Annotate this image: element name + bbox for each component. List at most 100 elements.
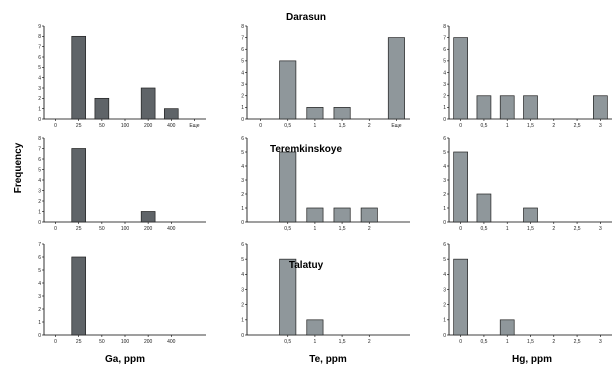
y-tick-label: 4 <box>443 164 446 170</box>
axes-talatuy-hg <box>448 244 612 336</box>
bar-talatuy-te-1 <box>306 319 324 336</box>
y-tick-label: 8 <box>241 24 244 30</box>
x-tick-label: 0 <box>259 123 262 129</box>
bar-teremkinskoye-ga-1 <box>71 148 87 223</box>
x-tick-label: 2 <box>552 339 555 345</box>
bar-teremkinskoye-te-3 <box>360 207 378 223</box>
y-tick-label: 8 <box>38 34 41 40</box>
deposit-label-talatuy: Talatuy <box>289 260 324 271</box>
x-tick-label: 3 <box>599 226 602 232</box>
y-tick-label: 5 <box>443 257 446 263</box>
x-tick-label: 0,5 <box>480 339 487 345</box>
bar-teremkinskoye-te-2 <box>333 207 351 223</box>
panel-teremkinskoye-hg: 0 1 2 3 4 5 6 0 0,5 1 1,5 2 2,5 3 <box>443 136 612 232</box>
bar-darasun-ga-2 <box>94 97 110 120</box>
bar-teremkinskoye-hg-1 <box>476 193 492 223</box>
y-tick-label: 5 <box>241 59 244 65</box>
axes-darasun-te <box>246 26 410 120</box>
bar-teremkinskoye-hg-3 <box>523 207 538 223</box>
x-tick-label: 1 <box>506 339 509 345</box>
y-tick-label: 3 <box>38 188 41 194</box>
y-tick-label: 1 <box>443 206 446 212</box>
y-tick-label: 0 <box>38 333 41 339</box>
x-tick-label: 1,5 <box>527 226 534 232</box>
y-tick-label: 4 <box>241 70 244 76</box>
x-tick-label: 1 <box>314 123 317 129</box>
x-tick-label: 50 <box>99 123 105 129</box>
y-tick-label: 5 <box>241 150 244 156</box>
x-axis-label-hg: Hg, ppm <box>512 354 552 365</box>
y-tick-label: 1 <box>241 206 244 212</box>
y-tick-label: 5 <box>38 167 41 173</box>
x-tick-label: 0,5 <box>480 226 487 232</box>
x-tick-label: 1 <box>506 123 509 129</box>
y-tick-label: 2 <box>443 302 446 308</box>
y-tick-label: 4 <box>443 70 446 76</box>
x-tick-label: 100 <box>121 339 130 345</box>
bar-darasun-te-5 <box>387 37 405 120</box>
x-tick-label: 1,5 <box>339 226 346 232</box>
y-tick-label: 4 <box>443 272 446 278</box>
y-tick-label: 6 <box>241 242 244 248</box>
x-tick-label: 1,5 <box>339 339 346 345</box>
bar-darasun-hg-2 <box>499 95 515 120</box>
x-tick-label: 2 <box>552 123 555 129</box>
y-tick-label: 4 <box>38 178 41 184</box>
x-tick-label: 1,5 <box>339 123 346 129</box>
bar-darasun-hg-0 <box>453 37 468 120</box>
y-tick-label: 3 <box>443 178 446 184</box>
y-tick-label: 4 <box>241 164 244 170</box>
x-tick-label: 0 <box>459 226 462 232</box>
bar-teremkinskoye-te-0 <box>279 151 297 223</box>
y-tick-label: 6 <box>443 136 446 142</box>
y-tick-label: 0 <box>241 220 244 226</box>
y-tick-label: 5 <box>241 257 244 263</box>
y-tick-label: 6 <box>443 47 446 53</box>
y-tick-label: 0 <box>241 333 244 339</box>
axes-darasun-ga <box>43 26 206 120</box>
y-tick-label: 9 <box>38 24 41 30</box>
x-tick-label: 25 <box>76 123 82 129</box>
y-tick-label: 3 <box>443 82 446 88</box>
y-tick-label: 1 <box>443 318 446 324</box>
x-tick-label: Еще <box>189 123 199 129</box>
axes-talatuy-ga <box>43 244 206 336</box>
x-tick-label: 50 <box>99 226 105 232</box>
x-tick-label: 2 <box>368 226 371 232</box>
y-tick-label: 2 <box>443 192 446 198</box>
y-tick-label: 4 <box>38 281 41 287</box>
y-tick-label: 3 <box>38 86 41 92</box>
x-tick-label: 0,5 <box>480 123 487 129</box>
bar-darasun-hg-6 <box>593 95 608 120</box>
y-tick-label: 6 <box>241 136 244 142</box>
axes-talatuy-te <box>246 244 410 336</box>
y-tick-label: 1 <box>443 105 446 111</box>
y-tick-label: 3 <box>241 287 244 293</box>
y-tick-label: 4 <box>38 75 41 81</box>
y-tick-label: 6 <box>38 157 41 163</box>
y-tick-label: 7 <box>241 35 244 41</box>
y-tick-label: 8 <box>443 24 446 30</box>
x-tick-label: 100 <box>121 226 130 232</box>
x-tick-label: 400 <box>167 123 176 129</box>
bar-darasun-ga-1 <box>71 35 87 120</box>
y-tick-label: 5 <box>443 150 446 156</box>
y-tick-label: 2 <box>38 96 41 102</box>
panel-talatuy-ga: 0 1 2 3 4 5 6 7 0 25 50 100 200 400 <box>38 242 206 345</box>
y-tick-label: 0 <box>443 220 446 226</box>
x-tick-label: 50 <box>99 339 105 345</box>
x-tick-label: 100 <box>121 123 130 129</box>
x-tick-label: 0 <box>54 339 57 345</box>
y-tick-label: 7 <box>443 35 446 41</box>
x-tick-label: 1,5 <box>527 123 534 129</box>
y-tick-label: 0 <box>443 117 446 123</box>
x-tick-label: 2 <box>552 226 555 232</box>
x-tick-label: 1 <box>506 226 509 232</box>
axes-teremkinskoye-ga <box>43 138 206 223</box>
x-tick-label: 0 <box>54 226 57 232</box>
x-tick-label: 200 <box>144 123 153 129</box>
y-tick-label: 1 <box>241 105 244 111</box>
bar-darasun-hg-3 <box>523 95 538 120</box>
y-tick-label: 0 <box>38 117 41 123</box>
